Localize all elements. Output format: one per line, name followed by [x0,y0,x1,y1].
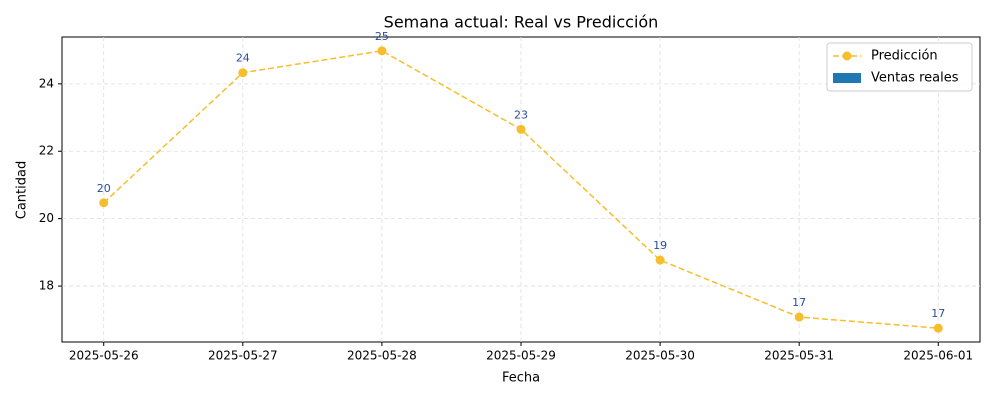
point [516,124,526,134]
data-label: 24 [236,52,250,65]
legend-box [826,42,973,92]
y-tick-label: 24 [39,76,54,90]
legend-marker [842,51,852,61]
legend-label: Ventas reales [871,71,959,86]
data-label: 17 [792,296,806,309]
series-line [103,50,939,329]
legend-patch [833,73,861,83]
data-label: 19 [653,239,667,252]
x-axis-label: Fecha [502,371,540,386]
y-tick-label: 22 [39,144,54,158]
data-label: 20 [97,182,111,195]
x-tick-label: 2025-05-30 [625,349,695,363]
point [794,312,804,322]
point [238,68,248,78]
chart-title: Semana actual: Real vs Predicción [384,13,659,32]
point [933,323,943,333]
point [99,198,109,208]
y-tick-label: 18 [39,279,54,293]
data-label: 25 [375,30,389,43]
x-tick-label: 2025-05-27 [208,349,278,363]
x-tick-label: 2025-05-28 [347,349,417,363]
x-tick-label: 2025-06-01 [903,349,973,363]
data-label: 23 [514,108,528,121]
x-tick-label: 2025-05-31 [764,349,834,363]
point [655,255,665,265]
x-tick-label: 2025-05-29 [486,349,556,363]
legend: Predicción Ventas reales [826,42,973,92]
y-tick-label: 20 [39,211,54,225]
data-label: 17 [931,307,945,320]
x-tick-label: 2025-05-26 [69,349,139,363]
legend-label: Predicción [871,49,938,64]
point [377,46,387,56]
y-axis-label: Cantidad [15,161,30,219]
